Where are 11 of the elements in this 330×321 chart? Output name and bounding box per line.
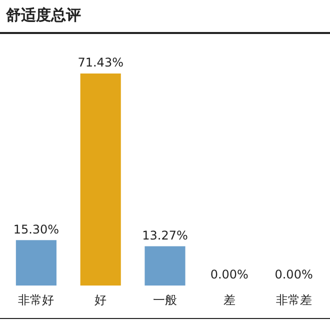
x-tick-label: 非常好 bbox=[18, 292, 54, 307]
data-label: 0.00% bbox=[210, 268, 248, 282]
data-label: 0.00% bbox=[274, 268, 313, 282]
data-label: 71.43% bbox=[78, 56, 124, 70]
x-tick-label: 非常差 bbox=[276, 292, 312, 307]
chart-title: 舒适度总评 bbox=[6, 6, 81, 25]
x-tick-label: 好 bbox=[94, 292, 107, 307]
x-tick-label: 差 bbox=[223, 292, 236, 307]
data-label: 13.27% bbox=[142, 228, 188, 242]
x-tick-label: 一般 bbox=[153, 292, 177, 307]
data-label: 15.30% bbox=[13, 222, 60, 236]
